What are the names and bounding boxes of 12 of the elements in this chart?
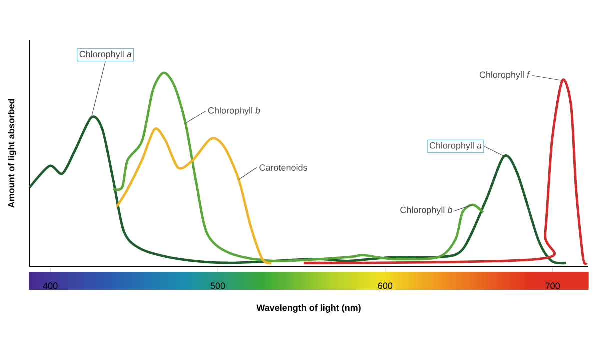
text: Chlorophyll b [208,107,260,116]
x-tick-label: 700 [546,282,560,290]
text: Chlorophyll a [80,50,132,60]
text: Carotenoids [260,164,308,172]
text: Chlorophyll f [480,72,530,80]
annotation: Chlorophyll b [400,206,452,216]
x-tick-label: 500 [210,282,226,290]
x-tick-label: 400 [43,282,58,290]
x-axis-title: Wavelength of light (nm) [256,304,361,313]
annotation: Chlorophyll a [430,142,482,151]
x-tick-label: 600 [378,282,393,290]
y-axis-title: Amount of light absorbed [8,99,16,208]
